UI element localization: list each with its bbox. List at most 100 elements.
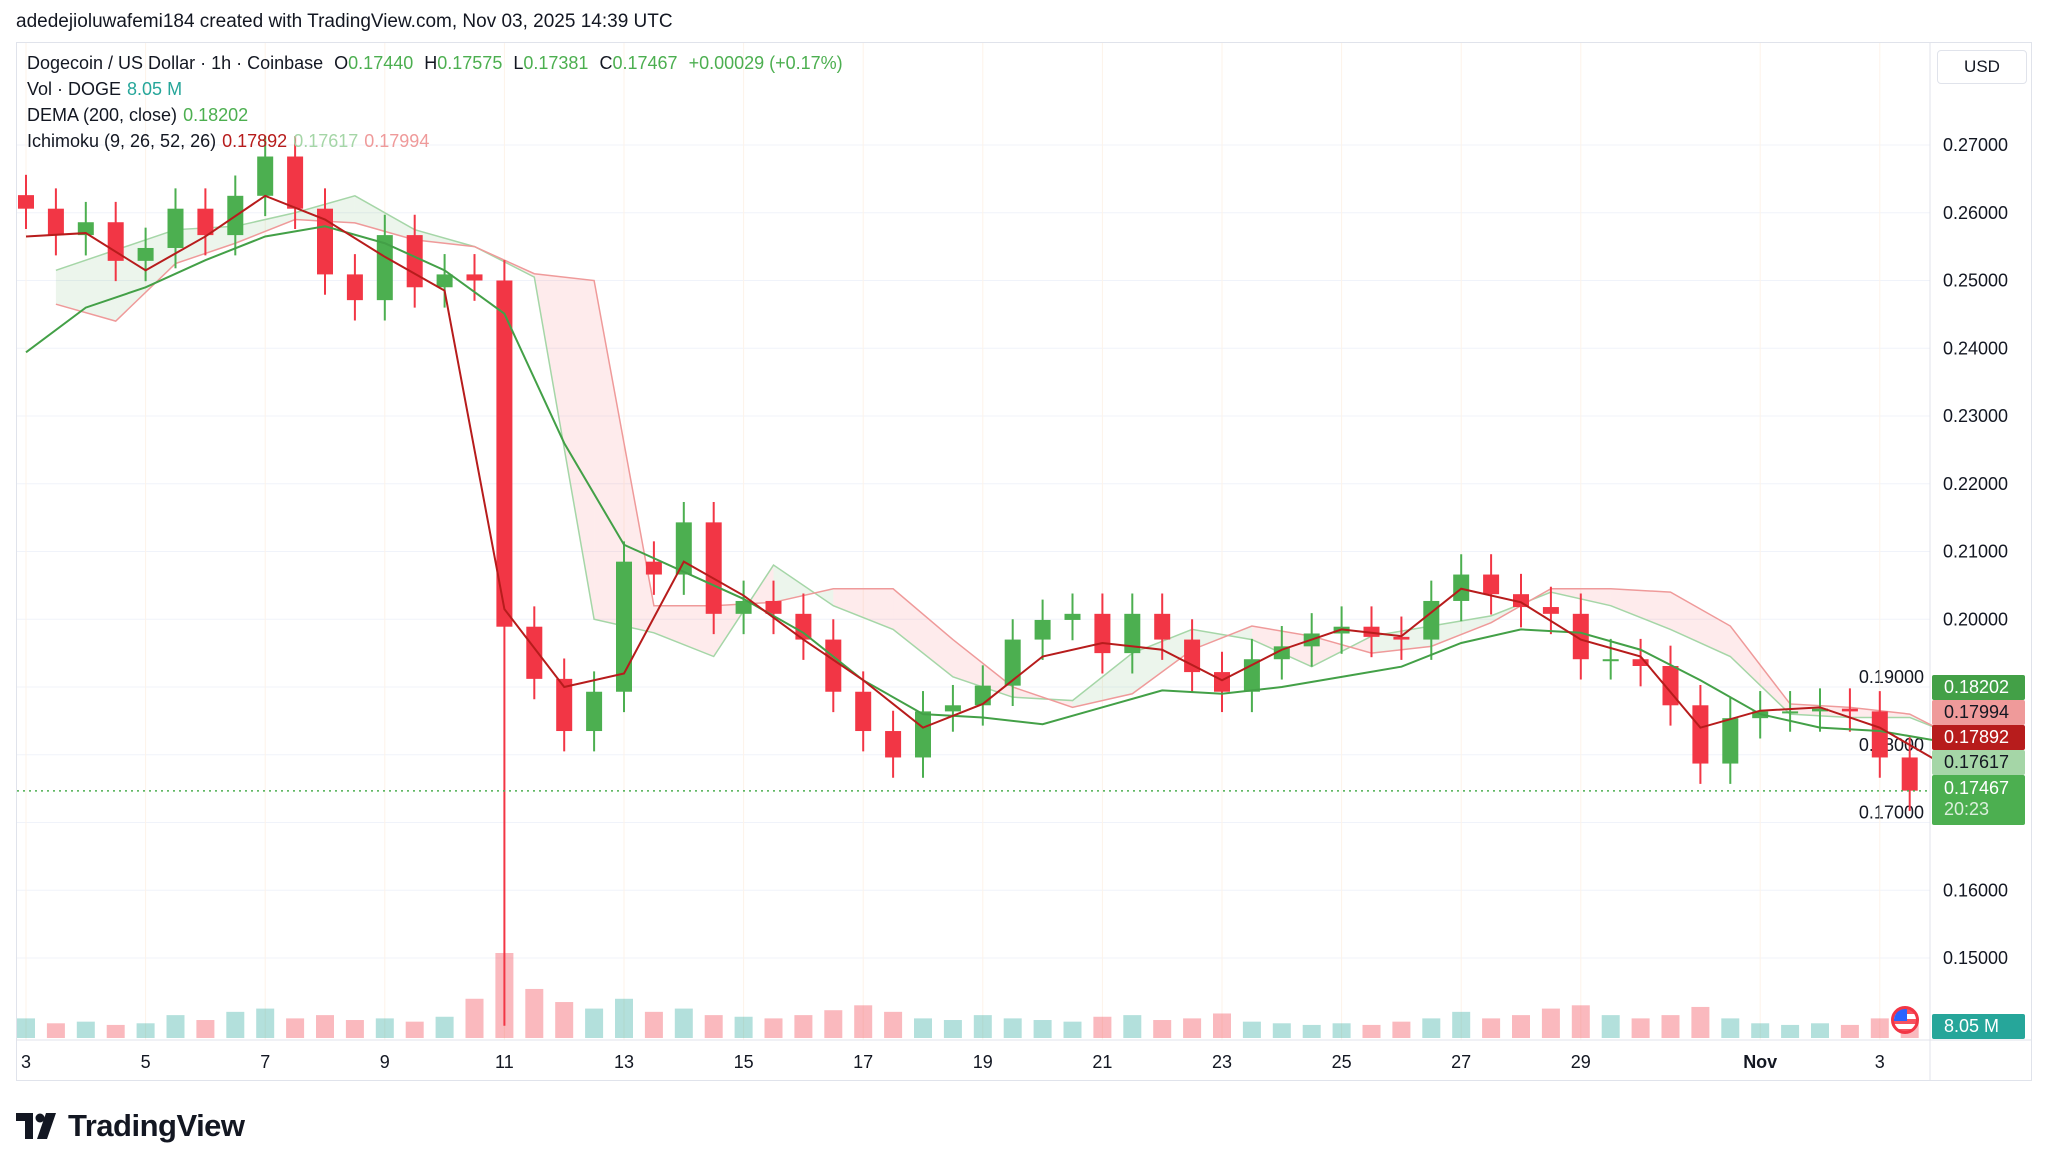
volume-bar — [734, 1016, 753, 1038]
ichimoku-span-a-value: 0.17617 — [293, 131, 359, 151]
chart-panel[interactable] — [16, 42, 2032, 1081]
span-a-price-tag: 0.17617 — [1932, 750, 2025, 775]
symbol-title[interactable]: Dogecoin / US Dollar · 1h · Coinbase — [27, 53, 324, 73]
legend-volume-row: Vol · DOGE 8.05 M — [27, 79, 188, 100]
x-tick-label: 5 — [141, 1052, 151, 1072]
volume-bar — [884, 1011, 903, 1038]
volume-bar — [166, 1015, 185, 1038]
candle-body — [705, 522, 722, 614]
volume-bar — [1033, 1020, 1052, 1038]
volume-bar — [674, 1008, 693, 1038]
chart-credit: adedejioluwafemi184 created with Trading… — [16, 11, 673, 32]
volume-tag: 8.05 M — [1932, 1014, 2025, 1039]
candle-body — [466, 274, 483, 281]
volume-bar — [1601, 1015, 1620, 1038]
y-tick-label: 0.21000 — [1943, 542, 2008, 562]
candle-body — [885, 731, 902, 758]
volume-label[interactable]: Vol · DOGE — [27, 79, 122, 99]
volume-bar — [1840, 1024, 1859, 1038]
span-b-price-tag: 0.17994 — [1932, 700, 2025, 725]
candle-body — [1572, 613, 1589, 660]
open-value: 0.17440 — [348, 53, 414, 73]
x-tick-label: 25 — [1332, 1052, 1352, 1072]
candle-body — [825, 639, 842, 692]
tradingview-logo[interactable]: TradingView — [16, 1108, 245, 1144]
dema-label[interactable]: DEMA (200, close) — [27, 105, 178, 125]
ichimoku-cloud-segment — [653, 605, 714, 657]
close-value: 0.17467 — [612, 53, 678, 73]
volume-bar — [196, 1020, 215, 1038]
ichimoku-cloud-segment — [1072, 653, 1133, 708]
candle-body — [1393, 636, 1410, 640]
y-tick-label: 0.27000 — [1943, 135, 2008, 155]
volume-bar — [1751, 1023, 1770, 1038]
ichimoku-cloud-segment — [1132, 629, 1193, 694]
candle-body — [257, 156, 274, 196]
x-tick-label: 17 — [853, 1052, 873, 1072]
tradingview-logo-icon — [16, 1113, 56, 1139]
volume-bar — [1721, 1018, 1740, 1038]
volume-bar — [136, 1023, 155, 1038]
volume-bar — [1452, 1011, 1471, 1038]
x-tick-label: 27 — [1451, 1052, 1471, 1072]
volume-bar — [1332, 1023, 1351, 1038]
y-tick-label: 0.23000 — [1943, 406, 2008, 426]
y-tick-label: 0.15000 — [1943, 948, 2008, 968]
candle-body — [855, 691, 872, 732]
candle-body — [974, 685, 991, 706]
candle-body — [1124, 613, 1141, 654]
x-tick-label: 13 — [614, 1052, 634, 1072]
volume-bar — [525, 988, 544, 1038]
volume-bar — [1003, 1018, 1022, 1038]
volume-bar — [943, 1020, 962, 1038]
y-tick-label: 0.20000 — [1943, 609, 2008, 629]
candle-body — [795, 613, 812, 640]
open-label: O — [334, 53, 349, 73]
volume-bar — [1153, 1020, 1172, 1038]
candle-body — [137, 247, 154, 261]
candle-body — [77, 222, 94, 236]
volume-bar — [1422, 1018, 1441, 1038]
ichimoku-tenkan-value: 0.17892 — [222, 131, 288, 151]
y-tick-label: 0.16000 — [1943, 880, 2008, 900]
last-price-tag: 0.17467 20:23 — [1932, 775, 2025, 825]
x-tick-label: 7 — [260, 1052, 270, 1072]
candle-body — [496, 280, 513, 627]
candle-body — [1632, 659, 1649, 666]
volume-bar — [345, 1020, 364, 1038]
candle-body — [167, 208, 184, 248]
volume-bar — [1362, 1024, 1381, 1038]
volume-bar — [1661, 1015, 1680, 1038]
ichimoku-label[interactable]: Ichimoku (9, 26, 52, 26) — [27, 131, 217, 151]
y-tick-label: 0.25000 — [1943, 271, 2008, 291]
x-tick-label: 3 — [21, 1052, 31, 1072]
volume-bar — [854, 1005, 873, 1038]
x-tick-label: 23 — [1212, 1052, 1232, 1072]
volume-bar — [435, 1016, 454, 1038]
volume-bar — [1571, 1005, 1590, 1038]
us-flag-icon[interactable] — [1891, 1006, 1919, 1034]
volume-bar — [405, 1021, 424, 1038]
candle-body — [1423, 600, 1440, 640]
volume-bar — [1183, 1018, 1202, 1038]
ichimoku-cloud-segment — [1670, 592, 1731, 657]
legend-symbol-row: Dogecoin / US Dollar · 1h · Coinbase O0.… — [27, 53, 849, 74]
volume-bar — [1512, 1015, 1530, 1038]
ichimoku-span-b-value: 0.17994 — [364, 131, 430, 151]
candle-body — [765, 600, 782, 614]
currency-button[interactable]: USD — [1937, 50, 2027, 84]
candle-body — [1812, 708, 1828, 712]
volume-bar — [555, 1002, 574, 1038]
candle-body — [1782, 711, 1799, 714]
candle-body — [1722, 718, 1739, 764]
volume-bar — [1781, 1024, 1800, 1038]
volume-bar — [1242, 1021, 1261, 1038]
candle-body — [436, 274, 453, 288]
x-tick-label: 15 — [734, 1052, 754, 1072]
x-tick-label: 3 — [1875, 1052, 1885, 1072]
candle-body — [556, 678, 573, 732]
volume-bar — [1811, 1023, 1829, 1038]
high-label: H — [424, 53, 438, 73]
candle-body — [317, 208, 333, 275]
